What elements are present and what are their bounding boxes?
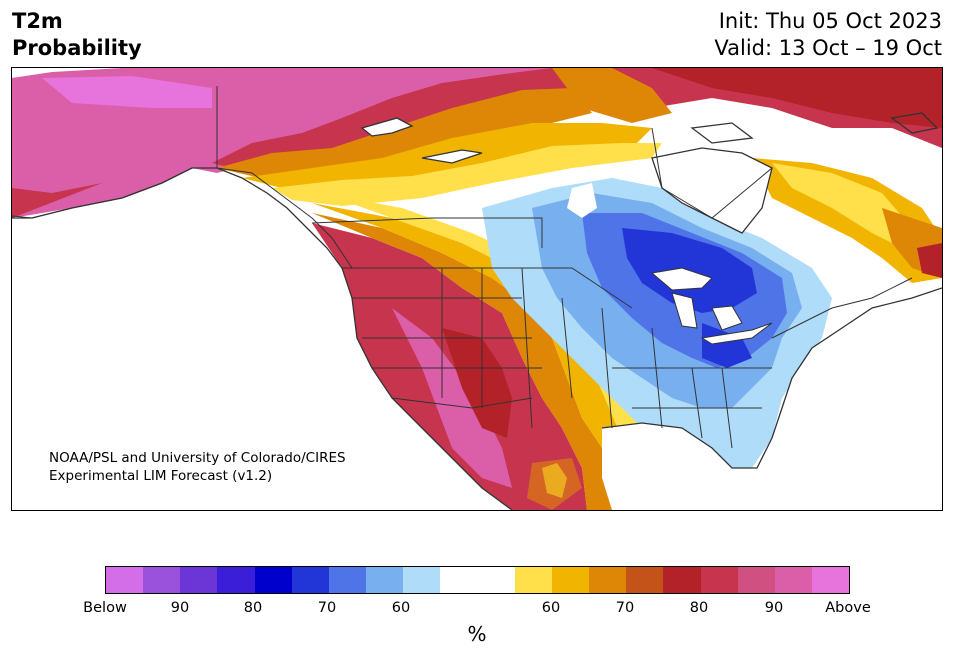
- colorbar-cell: [774, 567, 812, 593]
- tick-label: 90: [764, 600, 784, 616]
- colorbar-cell: [811, 567, 850, 593]
- valid-range: Valid: 13 Oct – 19 Oct: [714, 36, 942, 60]
- colorbar-cell: [514, 567, 552, 593]
- colorbar-cell: [737, 567, 775, 593]
- colorbar-cell: [700, 567, 738, 593]
- map-svg: [12, 68, 942, 510]
- tick-label: 60: [391, 600, 411, 616]
- tick-label: 60: [541, 600, 561, 616]
- colorbar-cell: [217, 567, 255, 593]
- title-quantity: Probability: [12, 36, 142, 60]
- credit-text: NOAA/PSL and University of Colorado/CIRE…: [49, 449, 346, 485]
- colorbar-unit: %: [467, 622, 487, 646]
- colorbar-tick-labels: Below 90 80 70 60 60 70 80 90 Above: [0, 600, 953, 620]
- colorbar-cell: [254, 567, 292, 593]
- great-lakes: [650, 267, 773, 345]
- forecast-dates: Init: Thu 05 Oct 2023 Valid: 13 Oct – 19…: [714, 8, 942, 62]
- credit-line-2: Experimental LIM Forecast (v1.2): [49, 468, 273, 484]
- colorbar-cell: [180, 567, 218, 593]
- colorbar-cell: [403, 567, 441, 593]
- colorbar-cell: [106, 567, 144, 593]
- coastlines: [12, 112, 942, 510]
- colorbar-cell: [626, 567, 664, 593]
- tick-label: Above: [825, 600, 871, 616]
- pacific-ocean: [12, 183, 512, 510]
- tick-label: 90: [170, 600, 190, 616]
- colorbar-cell: [291, 567, 329, 593]
- plot-title: T2m Probability: [12, 8, 142, 62]
- tick-label: 80: [243, 600, 263, 616]
- colorbar-cell: [366, 567, 404, 593]
- colorbar-cell: [143, 567, 181, 593]
- gulf-of-mexico: [602, 423, 752, 510]
- tick-label: 70: [317, 600, 337, 616]
- colorbar-cell: [477, 567, 515, 593]
- init-date: Init: Thu 05 Oct 2023: [718, 9, 942, 33]
- tick-label: Below: [83, 600, 127, 616]
- tick-label: 80: [689, 600, 709, 616]
- colorbar: [105, 566, 850, 594]
- title-variable: T2m: [12, 9, 63, 33]
- colorbar-cell: [328, 567, 367, 593]
- credit-line-1: NOAA/PSL and University of Colorado/CIRE…: [49, 450, 346, 466]
- tick-label: 70: [615, 600, 635, 616]
- atlantic-ocean: [757, 288, 942, 510]
- colorbar-cell: [551, 567, 590, 593]
- colorbar-cell: [589, 567, 627, 593]
- colorbar-cell: [440, 567, 478, 593]
- colorbar-cell: [663, 567, 701, 593]
- probability-map: [11, 67, 943, 511]
- hudson-bay: [652, 148, 772, 233]
